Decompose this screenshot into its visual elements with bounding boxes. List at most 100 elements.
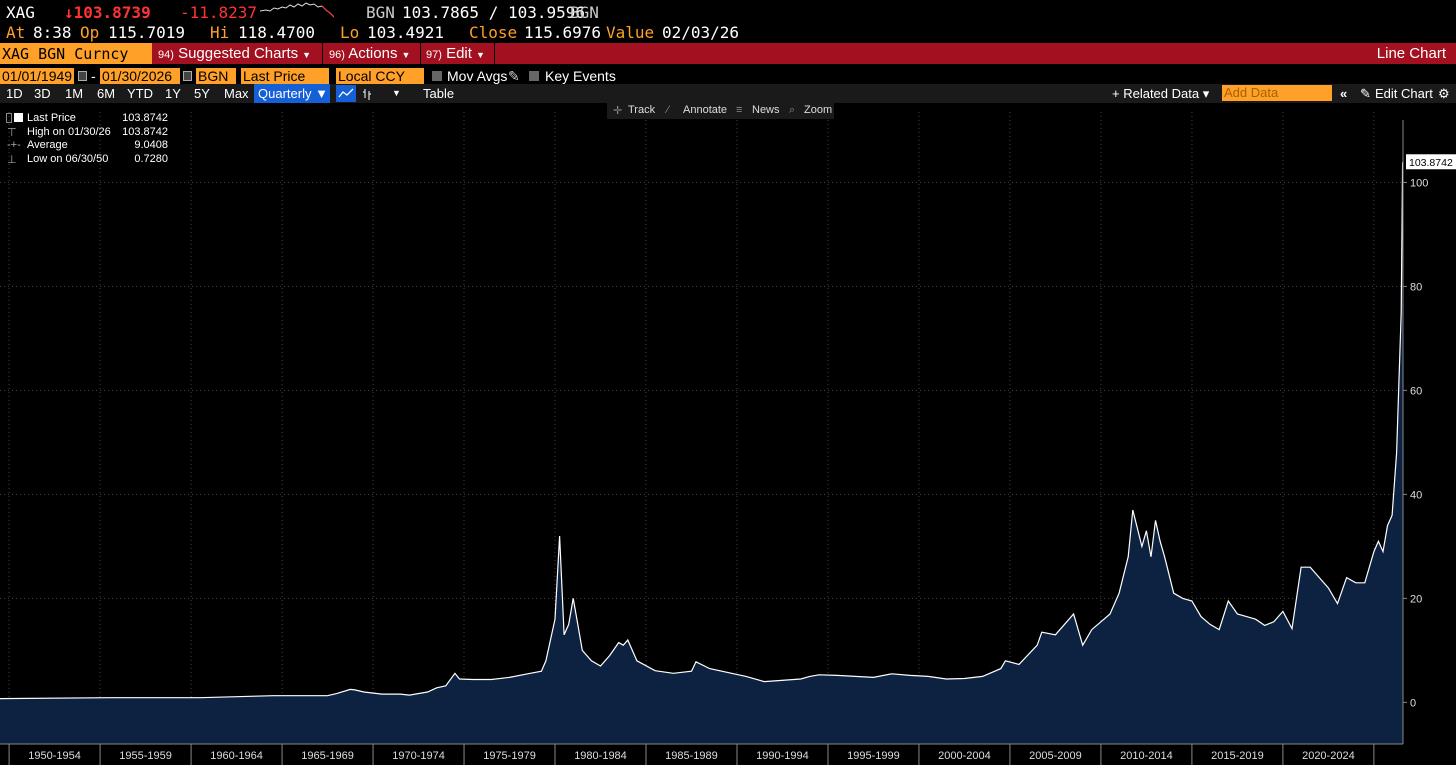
period-6m[interactable]: 6M bbox=[97, 86, 116, 101]
key-events-checkbox[interactable] bbox=[529, 71, 539, 81]
bar-chart-icon[interactable] bbox=[360, 85, 376, 102]
period-3d[interactable]: 3D bbox=[34, 86, 51, 101]
x-tick-label: 2020-2024 bbox=[1302, 750, 1355, 762]
crosshair-icon: ✛ bbox=[613, 105, 623, 117]
x-tick-label: 1985-1989 bbox=[665, 750, 718, 762]
x-tick-label: 1975-1979 bbox=[483, 750, 536, 762]
high-label: Hi bbox=[210, 23, 230, 42]
gear-icon[interactable]: ⚙ bbox=[1438, 86, 1450, 101]
menu-label: Edit bbox=[446, 45, 472, 62]
open-value: 115.7019 bbox=[108, 23, 186, 42]
pencil-icon[interactable]: ✎ bbox=[1360, 86, 1371, 101]
x-tick-label: 1990-1994 bbox=[756, 750, 809, 762]
frequency-dropdown[interactable]: Quarterly ▼ bbox=[254, 84, 330, 103]
menu-label: Actions bbox=[348, 45, 398, 62]
x-tick-label: 2010-2014 bbox=[1120, 750, 1173, 762]
period-1d[interactable]: 1D bbox=[6, 86, 23, 101]
x-tick-label: 1965-1969 bbox=[301, 750, 354, 762]
menu-label: Suggested Charts bbox=[178, 45, 299, 62]
chart-type-label: Line Chart bbox=[1376, 45, 1446, 62]
search-icon: ⌕ bbox=[789, 104, 796, 116]
x-tick-label: 1955-1959 bbox=[119, 750, 172, 762]
value-label: Value bbox=[606, 23, 655, 42]
actions-menu[interactable]: 96) Actions ▼ bbox=[329, 45, 410, 62]
low-value: 103.4921 bbox=[367, 23, 445, 42]
menu-number: 97) bbox=[426, 49, 442, 61]
period-1m[interactable]: 1M bbox=[65, 86, 84, 101]
close-value: 115.6976 bbox=[524, 23, 602, 42]
last-price: ↓103.8739 bbox=[64, 3, 151, 22]
edit-menu[interactable]: 97) Edit ▼ bbox=[426, 45, 485, 62]
legend-row-high: ⊤ High on 01/30/26 103.8742 bbox=[4, 126, 170, 140]
high-marker-icon: ⊤ bbox=[7, 126, 17, 139]
news-icon: ≡ bbox=[736, 104, 743, 116]
command-bar: XAG BGN Curncy 94) Suggested Charts ▼ 96)… bbox=[0, 43, 1456, 64]
legend-key: High on 01/30/26 bbox=[27, 125, 111, 138]
period-1y[interactable]: 1Y bbox=[165, 86, 181, 101]
price-area-fill bbox=[0, 162, 1403, 745]
start-date-field[interactable]: 01/01/1949 bbox=[0, 68, 74, 84]
chevron-down-icon: ▼ bbox=[401, 50, 411, 60]
security-field[interactable]: XAG BGN Curncy bbox=[0, 43, 152, 64]
period-ytd[interactable]: YTD bbox=[127, 86, 153, 101]
chevron-down-icon[interactable]: ▼ bbox=[392, 88, 401, 98]
y-tick-label: 40 bbox=[1410, 489, 1422, 501]
white-square-icon bbox=[14, 113, 23, 122]
high-value: 118.4700 bbox=[238, 23, 316, 42]
x-tick-label: 1980-1984 bbox=[574, 750, 627, 762]
y-tick-label: 0 bbox=[1410, 697, 1416, 709]
legend-key: Average bbox=[27, 139, 68, 151]
track-button[interactable]: Track bbox=[628, 104, 656, 116]
currency-selector[interactable]: Local CCY bbox=[336, 68, 424, 84]
bid-source: BGN bbox=[366, 3, 395, 22]
news-button[interactable]: News bbox=[752, 104, 780, 116]
sparkline-icon bbox=[259, 1, 335, 25]
add-data-input[interactable]: Add Data bbox=[1222, 85, 1332, 101]
date-separator: - bbox=[91, 68, 96, 84]
calendar-icon[interactable] bbox=[78, 71, 87, 81]
annotate-button[interactable]: Annotate bbox=[683, 104, 728, 116]
legend-value: 103.8742 bbox=[122, 125, 168, 138]
y-axis: 0 20 40 60 80 100 103.8742 bbox=[1402, 120, 1456, 744]
chart-toolbar: 1D 3D 1M 6M YTD 1Y 5Y Max Quarterly ▼ ▼ … bbox=[0, 84, 1456, 103]
x-tick-label: 2015-2019 bbox=[1211, 750, 1264, 762]
mov-avgs-label: Mov Avgs bbox=[447, 68, 508, 84]
zoom-button[interactable]: Zoom bbox=[804, 104, 833, 116]
field-selector[interactable]: Last Price bbox=[241, 68, 329, 84]
divider bbox=[322, 43, 323, 64]
legend-key: Last Price bbox=[27, 112, 76, 124]
end-date-field[interactable]: 01/30/2026 bbox=[100, 68, 180, 84]
legend-value: 103.8742 bbox=[122, 112, 168, 124]
average-marker-icon: -+- bbox=[7, 139, 21, 151]
y-tick-label: 20 bbox=[1410, 593, 1422, 605]
period-5y[interactable]: 5Y bbox=[194, 86, 210, 101]
table-button[interactable]: Table bbox=[423, 86, 455, 101]
source-field[interactable]: BGN bbox=[196, 68, 236, 84]
chevron-down-icon: ▼ bbox=[302, 50, 312, 60]
suggested-charts-menu[interactable]: 94) Suggested Charts ▼ bbox=[158, 45, 311, 62]
pencil-icon[interactable]: ✎ bbox=[508, 68, 520, 84]
x-axis: 1950-1954 1955-1959 1960-1964 1965-1969 1970… bbox=[0, 743, 1403, 765]
low-label: Lo bbox=[340, 23, 360, 42]
open-label: Op bbox=[80, 23, 100, 42]
close-label: Close bbox=[469, 23, 518, 42]
mov-avgs-checkbox[interactable] bbox=[432, 71, 442, 81]
calendar-icon[interactable] bbox=[183, 71, 192, 81]
chart-tools-bar: ✛ Track ⁄ Annotate ≡ News ⌕ Zoom bbox=[607, 102, 834, 119]
edit-chart-button[interactable]: Edit Chart bbox=[1375, 86, 1433, 101]
menu-number: 94) bbox=[158, 49, 174, 61]
period-max[interactable]: Max bbox=[224, 86, 249, 101]
line-chart-icon[interactable] bbox=[336, 85, 356, 102]
x-tick-label: 1960-1964 bbox=[210, 750, 263, 762]
legend-row-low: ⊥ Low on 06/30/50 0.7280 bbox=[4, 153, 170, 167]
collapse-icon[interactable]: « bbox=[1340, 86, 1348, 101]
related-data-button[interactable]: + Related Data ▾ bbox=[1112, 86, 1210, 101]
quote-time: 8:38 bbox=[33, 23, 72, 42]
chevron-down-icon: ▼ bbox=[475, 50, 485, 60]
menu-number: 96) bbox=[329, 49, 345, 61]
divider bbox=[420, 43, 421, 64]
at-label: At bbox=[6, 23, 26, 42]
chart-settings-row: 01/01/1949 - 01/30/2026 BGN Last Price L… bbox=[0, 67, 1456, 86]
x-tick-label: 1995-1999 bbox=[847, 750, 900, 762]
